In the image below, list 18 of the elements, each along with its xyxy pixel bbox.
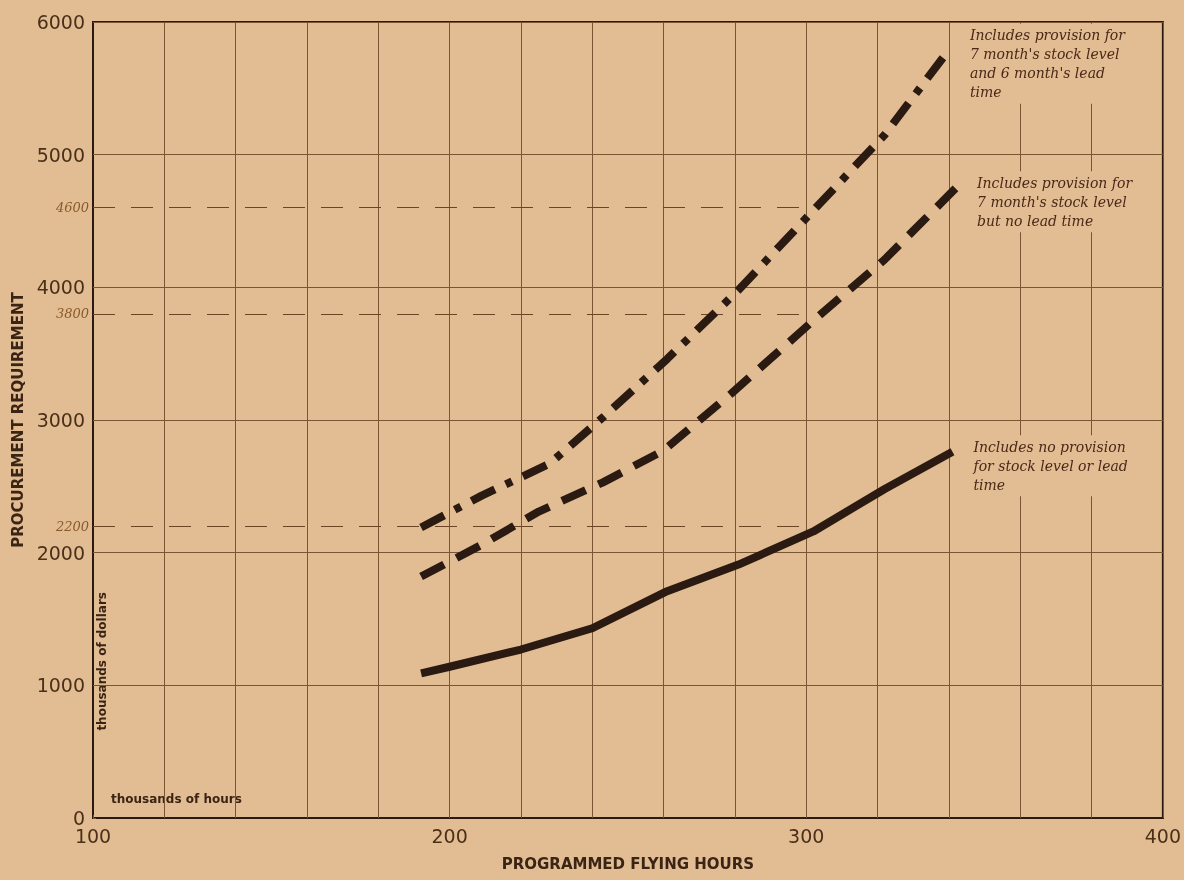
y-tick-label: 5000 xyxy=(36,143,85,166)
series-label: Includes provision for 7 month's stock level and 6 month's lead time xyxy=(968,27,1130,101)
ref-line-label: 3800 xyxy=(55,306,89,322)
x-axis-title: PROGRAMMED FLYING HOURS xyxy=(501,854,755,873)
y-tick-label: 6000 xyxy=(36,11,85,33)
y-tick-label: 3000 xyxy=(36,409,85,431)
ref-line-label: 2200 xyxy=(54,518,89,534)
ref-line-label: 4600 xyxy=(54,200,89,216)
y-tick-label: 1000 xyxy=(36,674,85,697)
y-tick-label: 4000 xyxy=(36,276,85,299)
x-tick-label: 300 xyxy=(788,824,825,847)
series-label: Includes provision for 7 month's stock level but no lead time xyxy=(976,174,1137,229)
x-tick-label: 200 xyxy=(431,824,468,847)
series-label: Includes no provision for stock level or lead time xyxy=(972,438,1133,493)
y-axis-title: PROCUREMENT REQUIREMENT xyxy=(8,291,27,548)
y-tick-label: 2000 xyxy=(36,541,85,564)
x-tick-label: 400 xyxy=(1144,824,1181,847)
annotation: thousands of dollars xyxy=(95,592,109,731)
